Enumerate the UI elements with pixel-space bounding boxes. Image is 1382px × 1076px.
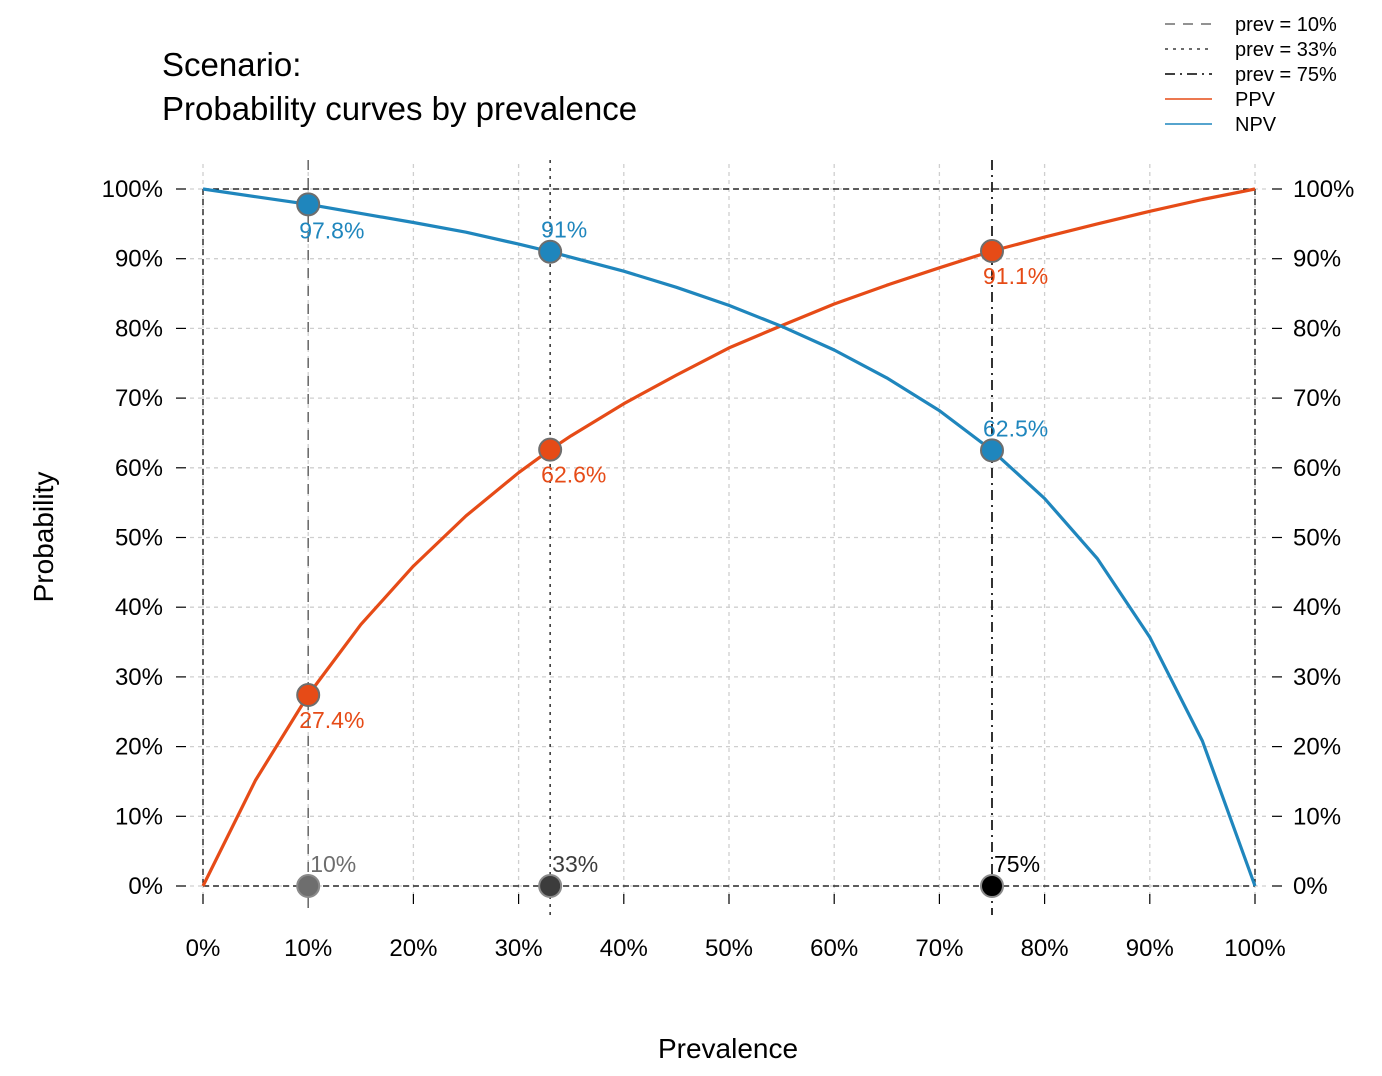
x-tick-label: 80%: [1021, 935, 1069, 962]
npv-point: [980, 438, 1004, 463]
prevalence-lines: [307, 160, 993, 915]
x-tick-label: 40%: [600, 935, 648, 962]
y-tick-label-right: 10%: [1293, 803, 1341, 830]
npv-point-label: 91%: [541, 217, 587, 243]
point-labels: 10% 27.4% 97.8% 33% 62.6% 91% 75% 91.1% 62.5%: [299, 217, 1048, 877]
npv-curve: [202, 187, 1257, 887]
npv-point: [296, 192, 321, 217]
ppv-point-label: 62.6%: [541, 462, 606, 488]
ppv-curve: [201, 187, 1256, 887]
prevalence-point-label: 33%: [552, 851, 598, 877]
y-tick-label-right: 90%: [1293, 246, 1341, 273]
points: [296, 192, 1004, 898]
y-tick-label-right: 30%: [1293, 664, 1341, 691]
y-tick-label-left: 60%: [115, 455, 163, 482]
npv-point: [538, 239, 563, 264]
y-tick-label-left: 80%: [115, 315, 163, 342]
grid: [190, 164, 1270, 900]
y-tick-label-left: 90%: [115, 246, 163, 273]
y-tick-label-left: 0%: [128, 873, 163, 900]
x-tick-label: 90%: [1126, 935, 1174, 962]
chart-subtitle: Probability curves by prevalence: [162, 90, 638, 127]
x-tick-label: 30%: [495, 935, 543, 962]
y-tick-label-right: 50%: [1293, 525, 1341, 552]
prevalence-point: [980, 874, 1004, 898]
x-tick-label: 70%: [915, 935, 963, 962]
y-tick-label-left: 50%: [115, 525, 163, 552]
y-tick-label-right: 60%: [1293, 455, 1341, 482]
y-tick-label-left: 10%: [115, 803, 163, 830]
x-tick-label: 0%: [186, 935, 221, 962]
prevalence-point: [538, 874, 563, 898]
y-tick-label-right: 80%: [1293, 315, 1341, 342]
ppv-point: [296, 683, 321, 708]
legend-label: PPV: [1235, 89, 1276, 111]
legend-label: prev = 75%: [1235, 64, 1337, 86]
legend-label: NPV: [1235, 114, 1277, 136]
x-tick-label: 10%: [284, 935, 332, 962]
legend: prev = 10% prev = 33% prev = 75% PPV NPV: [1165, 14, 1337, 136]
y-tick-label-right: 100%: [1293, 176, 1354, 203]
y-tick-label-right: 20%: [1293, 734, 1341, 761]
x-tick-label: 60%: [810, 935, 858, 962]
x-tick-label: 20%: [389, 935, 437, 962]
npv-point-label: 62.5%: [983, 415, 1048, 441]
y-tick-label-left: 30%: [115, 664, 163, 691]
curves: [201, 187, 1257, 887]
x-tick-label: 100%: [1224, 935, 1285, 962]
y-tick-label-left: 100%: [102, 176, 163, 203]
ppv-point: [538, 437, 563, 462]
prevalence-point-label: 75%: [994, 851, 1040, 877]
npv-point-label: 97.8%: [299, 217, 364, 243]
y-tick-label-right: 0%: [1293, 873, 1328, 900]
prevalence-point: [296, 874, 321, 898]
ppv-point-label: 91.1%: [983, 263, 1048, 289]
legend-label: prev = 33%: [1235, 39, 1337, 61]
x-tick-label: 50%: [705, 935, 753, 962]
legend-label: prev = 10%: [1235, 14, 1337, 36]
y-tick-label-left: 40%: [115, 594, 163, 621]
y-tick-label-right: 40%: [1293, 594, 1341, 621]
ppv-point: [980, 239, 1004, 264]
chart-title: Scenario:: [162, 46, 302, 83]
axes: 0% 0% 10% 10% 20% 20% 30% 30% 40% 40% 50% 50% 60% 60%…: [102, 176, 1355, 962]
prevalence-point-label: 10%: [310, 851, 356, 877]
y-tick-label-left: 70%: [115, 385, 163, 412]
x-axis-label: Prevalence: [657, 1033, 799, 1064]
y-tick-label-left: 20%: [115, 734, 163, 761]
ppv-point-label: 27.4%: [299, 707, 364, 733]
y-tick-label-right: 70%: [1293, 385, 1341, 412]
